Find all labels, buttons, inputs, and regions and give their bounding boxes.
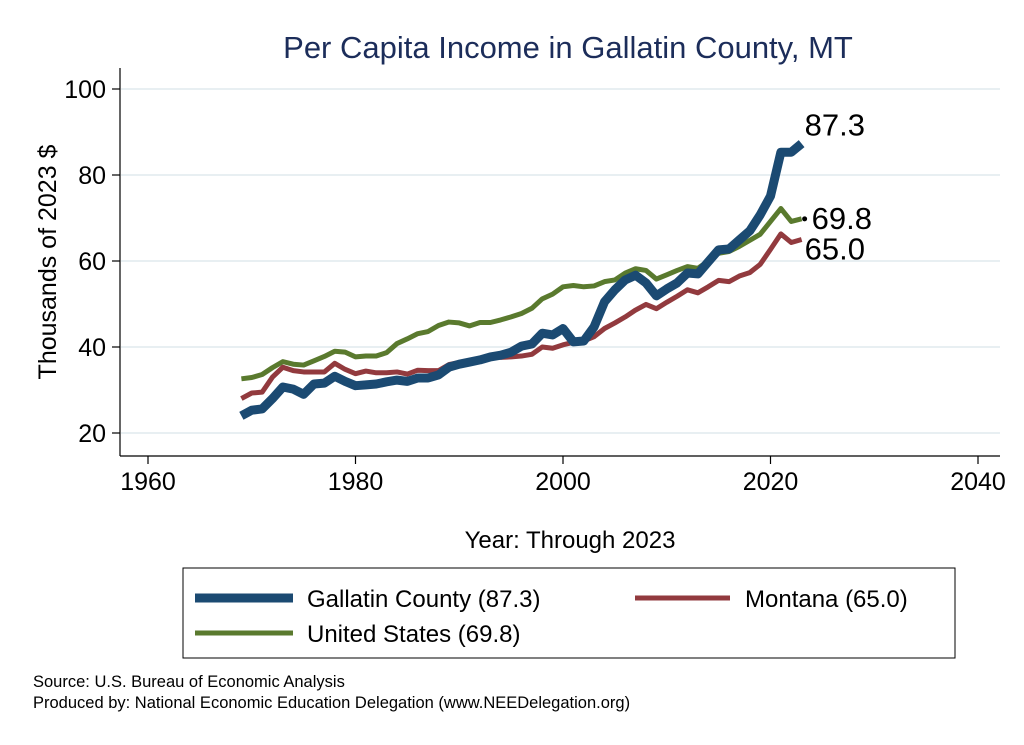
series-line-montana (240, 231, 803, 401)
series-line-gallatin (239, 140, 805, 420)
y-tick-label: 80 (78, 162, 106, 190)
gridlines (121, 88, 1000, 434)
x-tick-label: 1980 (328, 468, 384, 496)
x-ticks: 1960 1980 2000 2020 2040 (120, 456, 1006, 496)
source-note: Source: U.S. Bureau of Economic Analysis (33, 673, 345, 691)
y-ticks: 20 40 60 80 100 (64, 76, 120, 448)
legend-label-gallatin: Gallatin County (87.3) (307, 586, 540, 613)
x-tick-label: 2020 (743, 468, 799, 496)
end-label-us: 69.8 (812, 201, 872, 236)
series-line-us (241, 206, 803, 382)
end-label-montana: 65.0 (805, 232, 865, 267)
legend-label-us: United States (69.8) (307, 621, 520, 648)
legend: Gallatin County (87.3) Montana (65.0) Un… (182, 567, 956, 659)
end-labels: 87.3 65.069.8 (802, 108, 872, 267)
legend-label-montana: Montana (65.0) (745, 586, 908, 613)
chart-title: Per Capita Income in Gallatin County, MT (283, 30, 853, 65)
end-marker (802, 216, 808, 222)
produced-by-note: Produced by: National Economic Education… (33, 694, 630, 712)
x-tick-label: 2040 (950, 468, 1006, 496)
end-label-gallatin: 87.3 (805, 108, 865, 143)
y-tick-label: 100 (64, 76, 106, 104)
x-axis-label: Year: Through 2023 (465, 527, 676, 554)
y-tick-label: 20 (78, 420, 106, 448)
x-tick-label: 1960 (120, 468, 176, 496)
y-axis-label: Thousands of 2023 $ (34, 144, 62, 379)
y-tick-label: 60 (78, 248, 106, 276)
series-lines (239, 140, 805, 420)
x-tick-label: 2000 (535, 468, 591, 496)
legend-box (182, 567, 956, 659)
y-tick-label: 40 (78, 334, 106, 362)
